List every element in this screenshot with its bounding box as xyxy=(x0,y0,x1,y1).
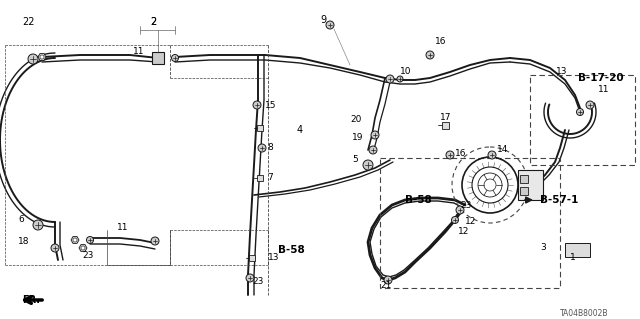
Circle shape xyxy=(397,76,403,82)
Bar xyxy=(565,243,590,257)
Text: 2: 2 xyxy=(150,17,156,27)
Circle shape xyxy=(577,108,584,115)
Circle shape xyxy=(586,101,594,109)
Text: 23: 23 xyxy=(252,278,264,286)
Circle shape xyxy=(258,144,266,152)
Circle shape xyxy=(246,274,254,282)
Text: 12: 12 xyxy=(458,227,469,236)
Text: 12: 12 xyxy=(465,218,476,226)
Text: 5: 5 xyxy=(352,155,358,165)
Text: 9: 9 xyxy=(320,15,326,25)
Bar xyxy=(152,52,164,64)
Bar xyxy=(380,158,560,288)
Text: 3: 3 xyxy=(540,243,546,253)
Circle shape xyxy=(51,244,59,252)
Text: 1: 1 xyxy=(570,254,576,263)
Text: 11: 11 xyxy=(117,224,129,233)
Text: 17: 17 xyxy=(440,114,451,122)
Text: 8: 8 xyxy=(267,144,273,152)
Circle shape xyxy=(456,206,464,214)
Text: 13: 13 xyxy=(268,254,280,263)
Circle shape xyxy=(369,146,377,154)
Text: 22: 22 xyxy=(22,17,35,27)
Bar xyxy=(257,175,263,181)
Circle shape xyxy=(33,220,43,230)
Text: 11: 11 xyxy=(598,85,609,94)
Text: 16: 16 xyxy=(455,149,467,158)
Bar xyxy=(530,75,635,165)
Text: TA04B8002B: TA04B8002B xyxy=(560,308,609,317)
Polygon shape xyxy=(79,245,87,251)
Circle shape xyxy=(363,160,373,170)
Circle shape xyxy=(326,21,334,29)
Circle shape xyxy=(172,55,179,62)
Text: 19: 19 xyxy=(352,132,364,142)
Text: FR.: FR. xyxy=(22,295,40,305)
Circle shape xyxy=(81,246,85,250)
Bar xyxy=(442,122,449,129)
Circle shape xyxy=(253,101,261,109)
Circle shape xyxy=(488,151,496,159)
Bar xyxy=(249,255,255,261)
Bar xyxy=(257,125,263,131)
Text: 14: 14 xyxy=(497,145,508,154)
Text: 13: 13 xyxy=(556,68,568,77)
Text: 23: 23 xyxy=(82,250,93,259)
Text: 20: 20 xyxy=(350,115,362,124)
Text: 2: 2 xyxy=(150,17,156,27)
Text: 7: 7 xyxy=(267,174,273,182)
Circle shape xyxy=(384,276,392,284)
Circle shape xyxy=(426,51,434,59)
Text: 15: 15 xyxy=(265,100,276,109)
Circle shape xyxy=(446,151,454,159)
Circle shape xyxy=(28,54,38,64)
Text: B-17-20: B-17-20 xyxy=(578,73,623,83)
Circle shape xyxy=(451,217,458,224)
Text: 6: 6 xyxy=(18,216,24,225)
Text: 10: 10 xyxy=(400,68,412,77)
Text: 18: 18 xyxy=(18,238,29,247)
Circle shape xyxy=(40,55,44,59)
Text: B-58: B-58 xyxy=(278,245,305,255)
Circle shape xyxy=(86,236,93,243)
Text: B-58: B-58 xyxy=(405,195,432,205)
Circle shape xyxy=(151,237,159,245)
Circle shape xyxy=(371,131,379,139)
Text: 23: 23 xyxy=(460,201,472,210)
Bar xyxy=(520,175,528,183)
Bar xyxy=(518,170,543,200)
Bar xyxy=(520,187,528,195)
Polygon shape xyxy=(71,236,79,243)
Text: B-57-1: B-57-1 xyxy=(540,195,579,205)
Text: 21: 21 xyxy=(380,280,392,290)
Text: 16: 16 xyxy=(435,38,447,47)
Circle shape xyxy=(386,75,394,83)
Circle shape xyxy=(73,238,77,242)
Text: 11: 11 xyxy=(133,48,145,56)
Text: 4: 4 xyxy=(297,125,303,135)
Polygon shape xyxy=(38,54,46,61)
